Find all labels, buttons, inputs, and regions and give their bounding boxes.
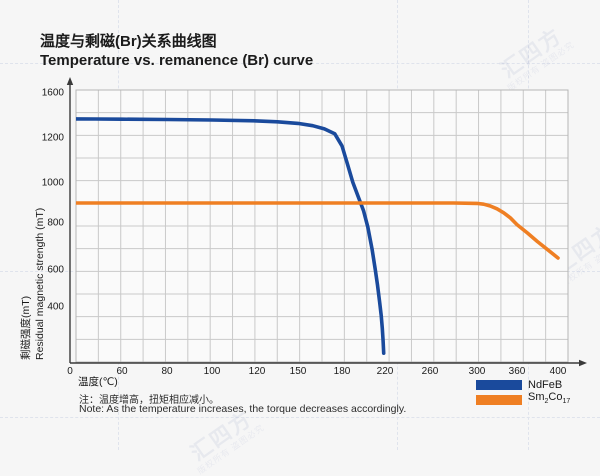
y-tick-label: 600 [47, 264, 64, 276]
legend-label-sm2co17: Sm2Co17 [528, 391, 571, 406]
chart-plot-area [66, 77, 587, 367]
note-text-en: Note: As the temperature increases, the … [79, 403, 407, 415]
x-tick-label: 180 [333, 366, 351, 377]
x-tick-label: 360 [508, 366, 526, 377]
y-tick-label: 1600 [41, 87, 64, 99]
legend-swatch-sm2co17 [476, 395, 522, 405]
x-tick-label: 220 [376, 366, 394, 377]
x-tick-label: 60 [116, 366, 128, 377]
x-tick-label: 0 [67, 366, 73, 377]
curve-Sm2Co17 [76, 201, 560, 260]
legend-item-ndfeb: NdFeB [476, 379, 570, 391]
x-tick-label: 150 [289, 366, 307, 377]
note-text-zh: 注：温度增高，扭矩相应减小。 [79, 395, 219, 406]
x-tick-label: 400 [549, 366, 567, 377]
x-tick-label: 300 [468, 366, 486, 377]
legend-swatch-ndfeb [476, 380, 522, 390]
x-tick-label: 100 [203, 366, 221, 377]
curve-NdFeB [76, 117, 386, 355]
plot-border [75, 89, 569, 363]
grid [75, 89, 569, 363]
y-axis-title-zh: 剩磁强度(mT) [20, 295, 32, 360]
y-tick-label: 400 [47, 301, 64, 313]
page-title-en: Temperature vs. remanence (Br) curve [40, 52, 314, 69]
x-tick-label: 260 [421, 366, 439, 377]
legend-label-ndfeb: NdFeB [528, 379, 563, 391]
x-tick-label: 80 [161, 366, 173, 377]
page-title-zh: 温度与剩磁(Br)关系曲线图 [40, 33, 217, 50]
legend-item-sm2co17: Sm2Co17 [476, 391, 571, 406]
legend: NdFeB Sm2Co17 [476, 379, 570, 409]
x-axis-title: 温度(℃) [78, 376, 118, 388]
y-axis-title-en: Residual magnetic strength (mT) [34, 207, 46, 360]
series-curves [76, 117, 560, 355]
x-tick-label: 120 [248, 366, 266, 377]
axes [69, 80, 584, 364]
y-tick-label: 1000 [41, 177, 64, 189]
y-tick-label: 1200 [41, 132, 64, 144]
background-guide-line [0, 63, 600, 64]
x-axis-arrow [579, 359, 587, 367]
background-guide-line [0, 417, 600, 418]
y-tick-label: 800 [47, 217, 64, 229]
y-axis-arrow [66, 77, 74, 85]
